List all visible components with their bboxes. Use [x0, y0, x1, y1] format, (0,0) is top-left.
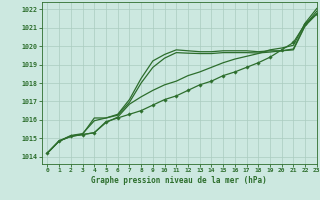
X-axis label: Graphe pression niveau de la mer (hPa): Graphe pression niveau de la mer (hPa) — [91, 176, 267, 185]
